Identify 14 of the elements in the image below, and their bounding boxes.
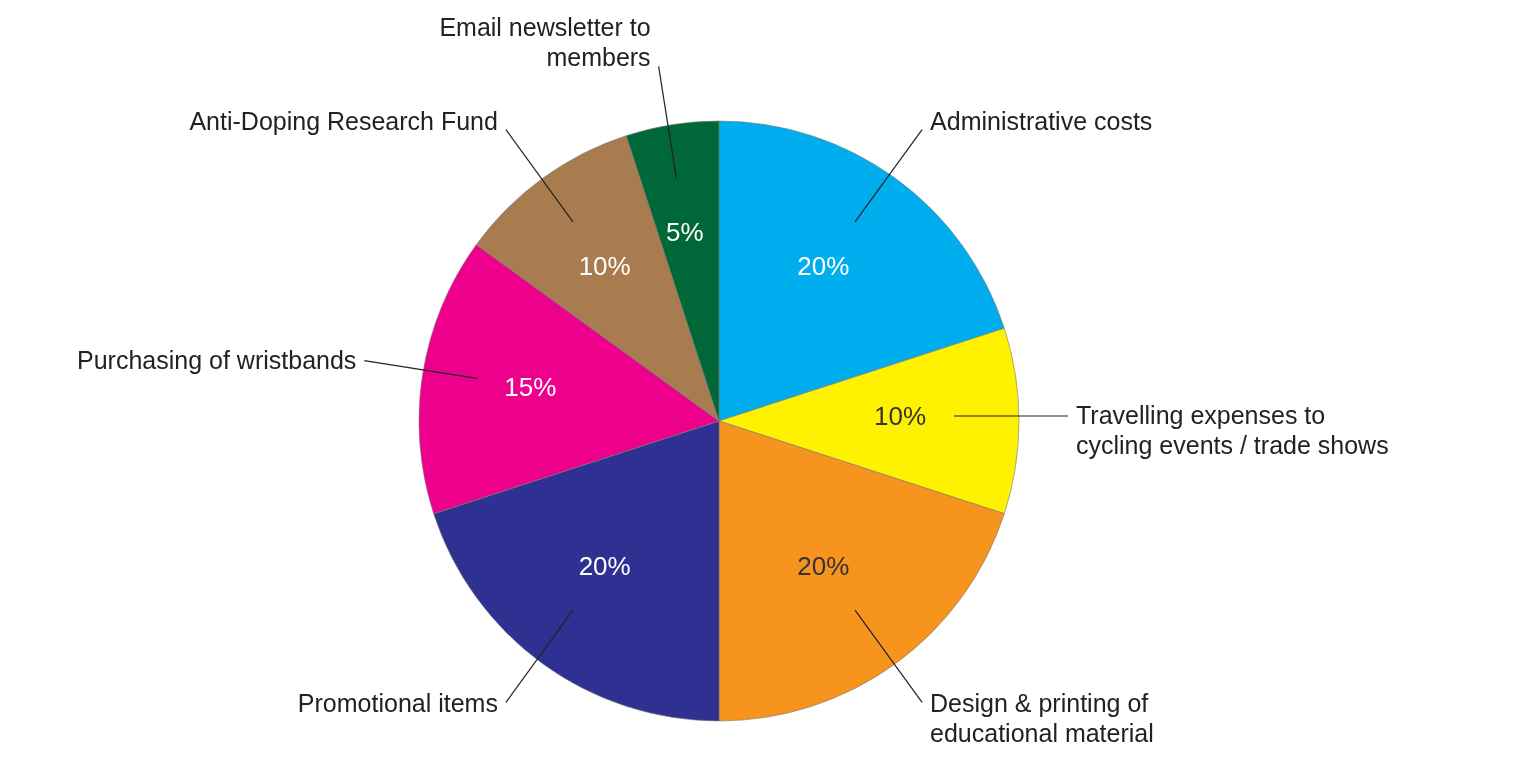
data-label: 10%: [873, 401, 927, 431]
slice-label: Travelling expenses to cycling events / trade shows: [1076, 401, 1389, 459]
slice-label: Email newsletter to members: [439, 13, 651, 72]
data-label: 10%: [578, 250, 631, 281]
slice-label: Administrative costs: [930, 106, 1153, 135]
data-label: 20%: [797, 551, 850, 582]
data-label: 20%: [797, 250, 850, 281]
data-label: 20%: [578, 551, 631, 582]
data-label: 5%: [666, 217, 704, 248]
slice-label: Promotional items: [297, 689, 498, 718]
data-label: 15%: [504, 371, 557, 402]
slice-label: Purchasing of wristbands: [77, 345, 357, 374]
slice-label: Anti-Doping Research Fund: [189, 106, 498, 135]
slice-label: Design & printing of educational material: [930, 689, 1154, 748]
